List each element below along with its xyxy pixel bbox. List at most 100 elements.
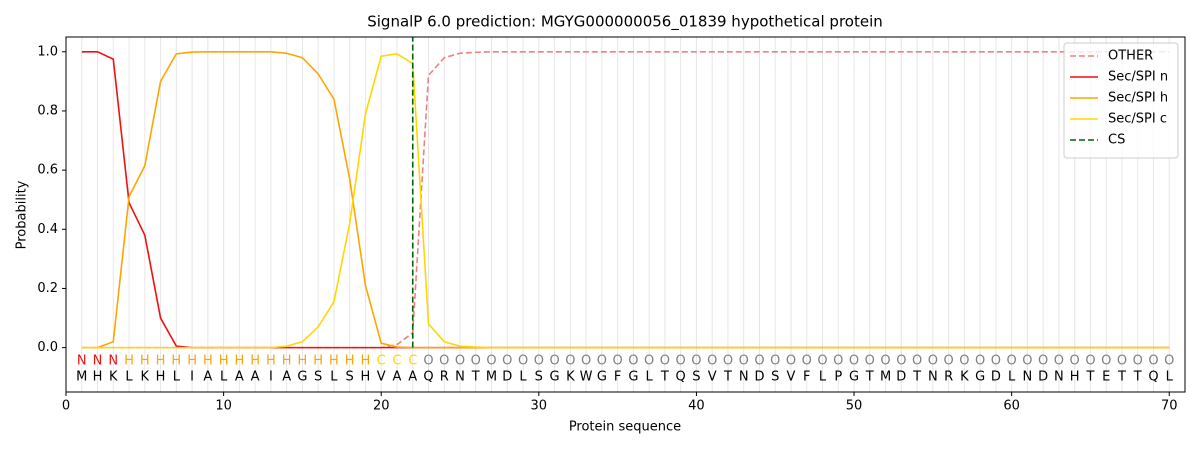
region-label: O	[1101, 354, 1111, 369]
chart-title: SignalP 6.0 prediction: MGYG000000056_01…	[367, 13, 883, 32]
region-label: H	[345, 354, 355, 369]
region-label: O	[691, 354, 701, 369]
residue: I	[190, 370, 194, 385]
region-label: O	[975, 354, 985, 369]
region-label: O	[549, 354, 559, 369]
residue: G	[297, 370, 307, 385]
residue: S	[346, 370, 354, 385]
region-label: H	[187, 354, 197, 369]
region-label: O	[534, 354, 544, 369]
region-label: O	[1117, 354, 1127, 369]
residue: N	[928, 370, 938, 385]
y-tick-label: 0.6	[37, 163, 58, 178]
residue: D	[896, 370, 906, 385]
residue: G	[628, 370, 638, 385]
series-line	[81, 50, 1170, 349]
residue: D	[1038, 370, 1048, 385]
residue: L	[330, 370, 338, 385]
residue: H	[361, 370, 371, 385]
residue: G	[975, 370, 985, 385]
region-label: O	[644, 354, 654, 369]
residue: M	[880, 370, 891, 385]
y-tick-label: 0.8	[37, 103, 58, 118]
residue: M	[76, 370, 87, 385]
residue: S	[314, 370, 322, 385]
residue: A	[393, 370, 402, 385]
series-line	[81, 50, 1170, 349]
region-label: O	[802, 354, 812, 369]
residue: T	[1117, 370, 1126, 385]
residue: N	[455, 370, 465, 385]
residue: Q	[423, 370, 433, 385]
y-tick-label: 0.4	[37, 222, 58, 237]
x-tick-label: 0	[62, 399, 70, 414]
residue: S	[771, 370, 779, 385]
region-label: O	[471, 354, 481, 369]
legend-label: OTHER	[1108, 49, 1153, 64]
residue: L	[125, 370, 133, 385]
residue: V	[377, 370, 386, 385]
region-label: O	[786, 354, 796, 369]
region-label: O	[1054, 354, 1064, 369]
region-label: H	[266, 354, 276, 369]
residue: S	[692, 370, 700, 385]
region-label: O	[628, 354, 638, 369]
residue: W	[580, 370, 593, 385]
residue: A	[235, 370, 244, 385]
region-label: O	[707, 354, 717, 369]
region-label: N	[108, 354, 118, 369]
region-label: O	[943, 354, 953, 369]
x-tick-label: 30	[531, 399, 548, 414]
region-label: O	[912, 354, 922, 369]
y-axis-label: Probability	[15, 180, 30, 249]
residue: A	[251, 370, 260, 385]
series-line	[81, 53, 1170, 349]
region-label: H	[313, 354, 323, 369]
region-label: O	[739, 354, 749, 369]
residue: R	[440, 370, 449, 385]
residue: D	[754, 370, 764, 385]
residue: K	[109, 370, 118, 385]
region-label: O	[676, 354, 686, 369]
region-label: O	[502, 354, 512, 369]
region-label: O	[423, 354, 433, 369]
x-axis-label: Protein sequence	[569, 420, 681, 435]
region-label: O	[770, 354, 780, 369]
region-label: O	[880, 354, 890, 369]
region-label: O	[1148, 354, 1158, 369]
region-label: H	[140, 354, 150, 369]
residue: V	[787, 370, 796, 385]
region-label: O	[1007, 354, 1017, 369]
residue: I	[269, 370, 273, 385]
residue: L	[1008, 370, 1016, 385]
region-label: H	[124, 354, 134, 369]
residue: A	[408, 370, 417, 385]
residue: L	[646, 370, 654, 385]
region-label: H	[171, 354, 181, 369]
y-tick-label: 0.2	[37, 281, 58, 296]
x-tick-label: 40	[688, 399, 705, 414]
residue: H	[156, 370, 166, 385]
residue: R	[944, 370, 953, 385]
y-tick-label: 0.0	[37, 340, 58, 355]
residue: A	[282, 370, 291, 385]
residue: Q	[676, 370, 686, 385]
residue: L	[173, 370, 181, 385]
region-label: C	[392, 354, 401, 369]
region-label: O	[833, 354, 843, 369]
region-label: O	[817, 354, 827, 369]
region-label: O	[518, 354, 528, 369]
region-label: H	[156, 354, 166, 369]
residue: T	[1085, 370, 1094, 385]
plot-frame	[65, 36, 1186, 393]
region-label: O	[565, 354, 575, 369]
residue: T	[471, 370, 480, 385]
region-label: O	[865, 354, 875, 369]
residue: G	[849, 370, 859, 385]
region-label: O	[959, 354, 969, 369]
region-label: O	[1070, 354, 1080, 369]
region-label: O	[581, 354, 591, 369]
residue: D	[991, 370, 1001, 385]
region-label: H	[234, 354, 244, 369]
